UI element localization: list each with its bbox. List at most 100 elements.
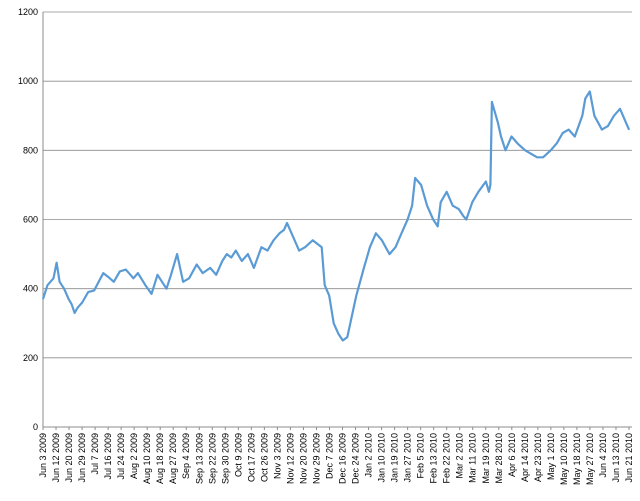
data-point: [71, 303, 73, 305]
data-point: [363, 267, 365, 269]
x-tick-label: Aug 18 2009: [155, 433, 165, 484]
data-point: [426, 205, 428, 207]
x-tick-label: Sep 4 2009: [181, 433, 191, 479]
data-point: [260, 246, 262, 248]
data-point: [516, 142, 519, 144]
data-point: [221, 260, 223, 262]
data-point: [333, 322, 335, 324]
data-point: [485, 180, 487, 183]
data-point: [215, 274, 217, 276]
data-point: [156, 274, 159, 276]
data-point: [562, 132, 564, 134]
data-point: [510, 135, 513, 138]
data-point: [165, 288, 168, 290]
x-tick-label: Feb 22 2010: [442, 433, 452, 484]
data-point: [226, 253, 228, 255]
data-point: [266, 250, 269, 252]
data-point: [407, 218, 409, 221]
x-tick-label: Nov 3 2009: [272, 433, 282, 479]
grid-lines: [43, 11, 632, 359]
data-point: [87, 291, 89, 293]
x-tick-label: May 10 2010: [559, 433, 569, 485]
data-point: [202, 272, 204, 274]
data-point: [628, 129, 630, 131]
x-tick-label: Jun 4 2010: [598, 433, 608, 478]
data-point: [247, 253, 249, 255]
x-tick-label: Aug 10 2009: [142, 433, 152, 484]
data-point: [150, 293, 153, 295]
data-point: [601, 129, 603, 131]
x-tick-label: Mar 11 2010: [468, 433, 478, 483]
x-tick-label: Oct 26 2009: [259, 433, 269, 482]
data-point: [125, 269, 127, 271]
data-point: [119, 270, 121, 272]
data-point: [388, 253, 391, 255]
data-point: [46, 284, 49, 286]
data-point: [542, 156, 544, 158]
data-point: [613, 115, 615, 117]
data-point: [337, 333, 339, 335]
data-point: [414, 177, 416, 179]
data-point: [581, 115, 583, 117]
data-point: [342, 339, 344, 342]
data-point: [489, 184, 491, 186]
x-tick-label: Jan 10 2010: [377, 433, 387, 483]
data-point: [253, 267, 255, 269]
data-point: [102, 272, 104, 274]
data-point: [144, 284, 146, 286]
data-point: [524, 149, 526, 151]
data-point: [465, 218, 467, 221]
x-tick-label: May 27 2010: [585, 433, 595, 485]
data-point: [68, 298, 70, 300]
x-tick-label: Jun 20 2009: [64, 433, 74, 483]
data-point: [312, 239, 314, 241]
data-point: [286, 222, 288, 224]
data-point: [394, 246, 397, 248]
data-point: [440, 201, 442, 203]
x-tick-label: Jan 27 2010: [403, 433, 413, 483]
data-point: [381, 239, 383, 241]
data-point: [93, 289, 95, 291]
data-point: [272, 239, 275, 241]
data-point: [182, 281, 184, 283]
data-point: [161, 281, 163, 283]
x-tick-label: Aug 2 2009: [129, 433, 139, 479]
y-tick-label: 1000: [18, 76, 38, 86]
x-tick-label: May 18 2010: [572, 433, 582, 485]
data-point: [375, 232, 377, 234]
x-tick-label: Apr 23 2010: [533, 433, 543, 482]
y-tick-label: 800: [23, 145, 38, 155]
x-tick-label: Mar 2 2010: [455, 433, 465, 479]
series-group: [41, 90, 631, 342]
data-point: [81, 301, 83, 304]
data-point: [437, 225, 439, 227]
data-point: [132, 277, 134, 279]
data-point: [292, 236, 294, 238]
x-tick-label: Sep 30 2009: [220, 433, 230, 484]
data-point: [230, 256, 232, 259]
y-axis: 0 200 400 600 800 1000 1200: [18, 7, 632, 432]
data-point: [346, 336, 348, 338]
data-point: [188, 277, 190, 279]
data-point: [209, 267, 211, 269]
x-tick-label: Dec 24 2009: [351, 433, 361, 484]
data-point: [278, 232, 281, 234]
data-point: [283, 229, 285, 231]
x-tick-label: Apr 6 2010: [507, 433, 517, 477]
data-point: [324, 284, 326, 286]
data-point: [504, 149, 507, 151]
data-point: [369, 246, 371, 248]
data-point: [491, 101, 493, 103]
data-point: [63, 288, 65, 290]
data-point: [420, 184, 422, 186]
x-tick-label: Jun 12 2009: [51, 433, 61, 483]
x-tick-label: Nov 20 2009: [298, 433, 308, 484]
data-point: [74, 312, 76, 314]
data-point: [411, 205, 413, 207]
data-point: [584, 97, 586, 100]
data-point: [304, 246, 306, 248]
data-point: [176, 253, 178, 255]
x-tick-label: Sep 22 2009: [207, 433, 217, 484]
